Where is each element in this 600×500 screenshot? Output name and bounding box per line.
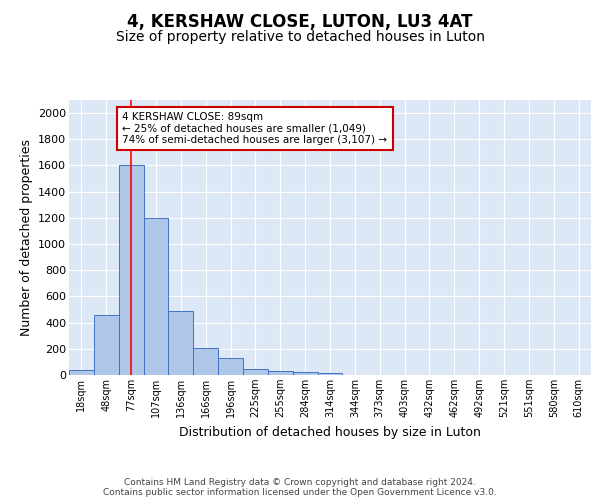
Bar: [143, 218, 169, 375]
Text: Size of property relative to detached houses in Luton: Size of property relative to detached ho…: [115, 30, 485, 44]
Bar: [243, 369, 268, 375]
Bar: [218, 358, 243, 375]
Bar: [69, 370, 94, 375]
Bar: [94, 315, 119, 375]
Bar: [268, 372, 293, 375]
Bar: [193, 348, 218, 375]
X-axis label: Distribution of detached houses by size in Luton: Distribution of detached houses by size …: [179, 426, 481, 438]
Y-axis label: Number of detached properties: Number of detached properties: [20, 139, 32, 336]
Text: 4 KERSHAW CLOSE: 89sqm
← 25% of detached houses are smaller (1,049)
74% of semi-: 4 KERSHAW CLOSE: 89sqm ← 25% of detached…: [122, 112, 388, 145]
Text: 4, KERSHAW CLOSE, LUTON, LU3 4AT: 4, KERSHAW CLOSE, LUTON, LU3 4AT: [127, 14, 473, 32]
Bar: [119, 166, 143, 375]
Text: Contains HM Land Registry data © Crown copyright and database right 2024.
Contai: Contains HM Land Registry data © Crown c…: [103, 478, 497, 497]
Bar: [169, 311, 193, 375]
Bar: [293, 372, 317, 375]
Bar: [317, 373, 343, 375]
